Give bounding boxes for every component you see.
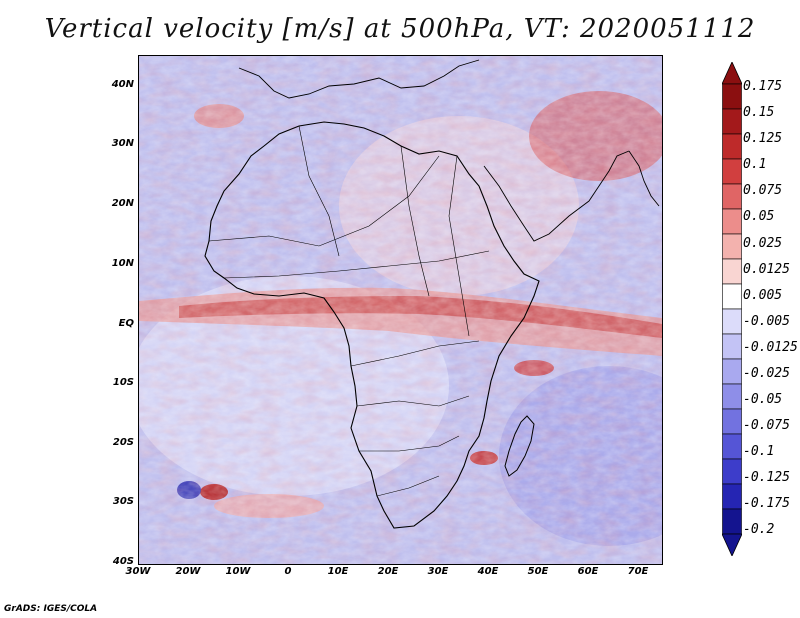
plot-title: Vertical velocity [m/s] at 500hPa, VT: 2… xyxy=(44,14,756,44)
lon-label: 30E xyxy=(427,566,449,577)
lat-label: 30N xyxy=(111,138,134,149)
colorbar-swatch xyxy=(722,283,742,310)
colorbar-swatch xyxy=(722,308,742,335)
colorbar-tick-label: -0.005 xyxy=(743,314,790,329)
colorbar-tick-label: -0.075 xyxy=(743,418,790,433)
colorbar-swatch xyxy=(722,208,742,235)
colorbar-swatch xyxy=(722,458,742,485)
colorbar-swatch xyxy=(722,433,742,460)
colorbar-tick-label: -0.2 xyxy=(743,522,775,537)
vertical-velocity-map xyxy=(139,56,662,564)
colorbar-swatch xyxy=(722,408,742,435)
colorbar-swatch xyxy=(722,358,742,385)
colorbar-swatch xyxy=(722,158,742,185)
colorbar-tick-label: 0.175 xyxy=(743,79,783,94)
colorbar-tick-label: 0.05 xyxy=(743,209,775,224)
colorbar-tick-label: 0.005 xyxy=(743,288,783,303)
colorbar-swatch xyxy=(722,508,742,535)
lat-label: 30S xyxy=(112,496,134,507)
lon-label: 60E xyxy=(577,566,599,577)
arabia-coastline xyxy=(483,150,630,242)
colorbar-tick-label: 0.075 xyxy=(743,183,783,198)
lat-label: 10N xyxy=(111,258,134,269)
colorbar-tick-label: -0.05 xyxy=(743,392,783,407)
lat-label: 40N xyxy=(111,79,134,90)
colorbar xyxy=(722,62,742,556)
lat-label: 20N xyxy=(111,198,134,209)
colorbar-tick-label: -0.175 xyxy=(743,496,790,511)
colorbar-swatch xyxy=(722,483,742,510)
lon-label: 20W xyxy=(175,566,201,577)
colorbar-swatch xyxy=(722,258,742,285)
lon-label: 40E xyxy=(477,566,499,577)
colorbar-tick-label: 0.15 xyxy=(743,105,775,120)
colorbar-swatch xyxy=(722,183,742,210)
colorbar-tick-label: -0.125 xyxy=(743,470,790,485)
colorbar-swatch xyxy=(722,133,742,160)
lon-label: 20E xyxy=(377,566,399,577)
india-coastline xyxy=(628,150,660,207)
colorbar-tick-label: -0.025 xyxy=(743,366,790,381)
lat-label: EQ xyxy=(118,318,134,329)
lat-label: 40S xyxy=(112,556,134,567)
colorbar-tick-label: -0.0125 xyxy=(743,340,798,355)
colorbar-tick-label: 0.025 xyxy=(743,236,783,251)
madagascar-coastline xyxy=(504,415,535,477)
lon-label: 10W xyxy=(225,566,251,577)
colorbar-swatch xyxy=(722,233,742,260)
colorbar-swatch xyxy=(722,333,742,360)
lat-label: 10S xyxy=(112,377,134,388)
map-panel xyxy=(138,55,663,565)
colorbar-min-arrow xyxy=(722,533,742,556)
europe-coastline xyxy=(238,59,480,99)
lon-label: 50E xyxy=(527,566,549,577)
colorbar-tick-label: 0.0125 xyxy=(743,262,790,277)
lon-label: 0 xyxy=(284,566,292,577)
lon-label: 70E xyxy=(627,566,649,577)
footer-credit: GrADS: IGES/COLA xyxy=(4,604,98,614)
lon-label: 10E xyxy=(327,566,349,577)
colorbar-tick-label: 0.1 xyxy=(743,157,767,172)
colorbar-swatch xyxy=(722,108,742,135)
colorbar-swatch xyxy=(722,383,742,410)
africa-coastline xyxy=(204,121,540,529)
colorbar-swatch xyxy=(722,83,742,110)
colorbar-tick-label: -0.1 xyxy=(743,444,775,459)
colorbar-max-arrow xyxy=(722,62,742,85)
country-borders xyxy=(208,125,490,497)
lon-label: 30W xyxy=(125,566,151,577)
lat-label: 20S xyxy=(112,437,134,448)
colorbar-tick-label: 0.125 xyxy=(743,131,783,146)
